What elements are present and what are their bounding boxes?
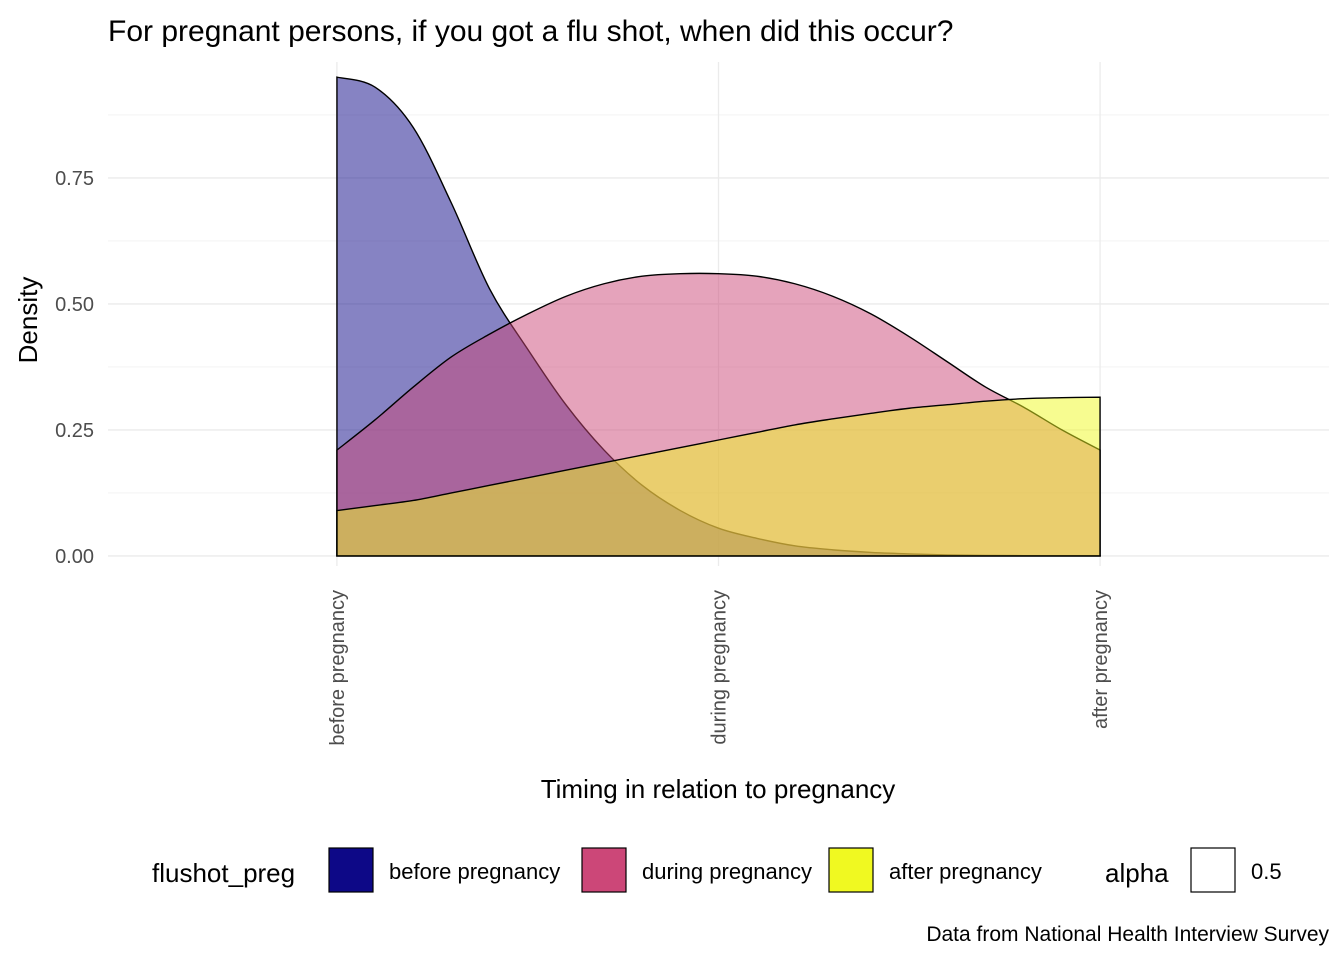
chart-title: For pregnant persons, if you got a flu s… bbox=[108, 15, 953, 48]
y-axis-ticks: 0.00 0.25 0.50 0.75 bbox=[55, 168, 94, 568]
x-axis-ticks: before pregnancy during pregnancy after pr… bbox=[327, 590, 1112, 746]
density-area-after-pregnancy bbox=[336, 396, 1101, 557]
legend-label-during-pregnancy: during pregnancy bbox=[642, 859, 812, 884]
y-tick-label: 0.00 bbox=[55, 546, 94, 568]
legend: flushot_preg before pregnancy during preg… bbox=[152, 847, 1282, 893]
x-tick-label: during pregnancy bbox=[709, 590, 731, 745]
y-tick-label: 0.50 bbox=[55, 294, 94, 316]
legend-label-before-pregnancy: before pregnancy bbox=[389, 859, 560, 884]
legend-label-after-pregnancy: after pregnancy bbox=[889, 859, 1042, 884]
legend-key-before-pregnancy bbox=[328, 847, 374, 893]
y-axis-title: Density bbox=[13, 277, 43, 364]
y-tick-label: 0.75 bbox=[55, 168, 94, 190]
y-tick-label: 0.25 bbox=[55, 420, 94, 442]
x-axis-title: Timing in relation to pregnancy bbox=[541, 774, 896, 804]
legend-alpha-key bbox=[1190, 847, 1236, 893]
legend-key-during-pregnancy bbox=[581, 847, 627, 893]
x-tick-label: after pregnancy bbox=[1090, 590, 1112, 729]
chart-caption: Data from National Health Interview Surv… bbox=[926, 923, 1329, 946]
legend-key-after-pregnancy bbox=[828, 847, 874, 893]
x-tick-label: before pregnancy bbox=[327, 590, 349, 746]
legend-alpha-label: 0.5 bbox=[1251, 859, 1282, 884]
legend-alpha-title: alpha bbox=[1105, 858, 1169, 888]
density-areas bbox=[336, 76, 1101, 557]
legend-fill-title: flushot_preg bbox=[152, 858, 295, 888]
